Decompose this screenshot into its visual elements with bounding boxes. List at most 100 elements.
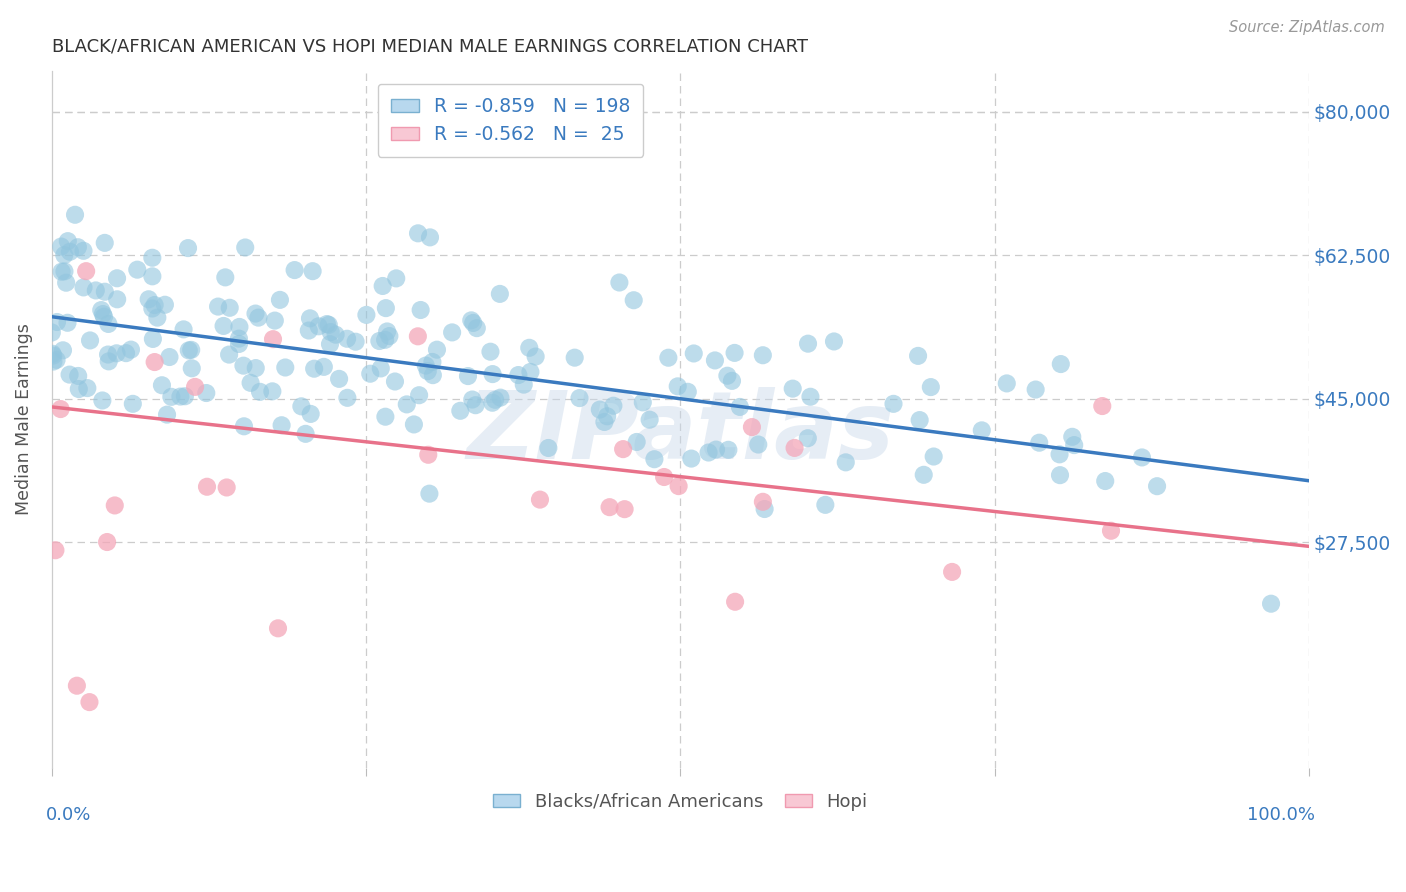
Point (55, 276, 77, 290)
Text: Source: ZipAtlas.com: Source: ZipAtlas.com (1229, 20, 1385, 35)
Point (1091, 399, 1114, 413)
Point (612, 442, 634, 456)
Point (325, 327, 347, 342)
Point (53, 248, 76, 262)
Point (58, 368, 80, 382)
Point (96, 535, 118, 549)
Point (912, 467, 935, 482)
Point (823, 334, 845, 349)
Point (657, 351, 679, 365)
Text: BLACK/AFRICAN AMERICAN VS HOPI MEDIAN MALE EARNINGS CORRELATION CHART: BLACK/AFRICAN AMERICAN VS HOPI MEDIAN MA… (52, 37, 808, 55)
Point (666, 379, 689, 393)
Point (63, 208, 86, 222)
Point (160, 390, 183, 404)
Point (93, 235, 115, 250)
Point (422, 355, 444, 369)
Point (754, 502, 776, 516)
Point (418, 486, 440, 500)
Point (294, 426, 316, 441)
Y-axis label: Median Male Earnings: Median Male Earnings (15, 323, 32, 516)
Point (374, 409, 396, 424)
Point (67, 368, 90, 383)
Point (402, 417, 425, 432)
Point (177, 241, 200, 255)
Point (174, 389, 197, 403)
Point (682, 346, 704, 360)
Point (218, 301, 240, 315)
Point (484, 392, 506, 407)
Point (115, 346, 138, 360)
Point (207, 300, 229, 314)
Point (783, 441, 806, 455)
Point (66, 679, 89, 693)
Point (489, 391, 512, 405)
Point (449, 404, 471, 418)
Point (262, 384, 284, 399)
Point (529, 492, 551, 507)
Point (195, 386, 218, 401)
Point (415, 359, 437, 373)
Point (180, 343, 202, 357)
Point (312, 359, 335, 374)
Point (697, 445, 720, 459)
Point (593, 415, 616, 429)
Point (395, 397, 418, 411)
Point (1099, 524, 1122, 538)
Point (150, 378, 173, 392)
Point (524, 350, 547, 364)
Point (56, 316, 79, 330)
Point (84, 284, 107, 298)
Point (212, 318, 235, 333)
Point (626, 434, 648, 449)
Point (422, 368, 444, 383)
Point (1049, 447, 1071, 461)
Point (371, 279, 394, 293)
Point (93, 310, 115, 324)
Point (336, 332, 359, 346)
Point (519, 365, 541, 379)
Point (262, 332, 284, 346)
Point (173, 322, 195, 336)
Point (741, 420, 763, 434)
Point (215, 481, 238, 495)
Point (49, 402, 72, 417)
Point (90, 303, 112, 318)
Point (301, 264, 323, 278)
Point (703, 353, 725, 368)
Point (970, 423, 993, 437)
Point (568, 391, 591, 405)
Point (378, 329, 401, 343)
Point (180, 361, 202, 376)
Point (228, 320, 250, 334)
Point (97, 347, 120, 361)
Point (120, 343, 142, 357)
Point (247, 310, 270, 325)
Point (941, 565, 963, 579)
Point (270, 418, 292, 433)
Point (302, 361, 325, 376)
Point (508, 368, 530, 382)
Point (121, 397, 143, 411)
Point (319, 325, 342, 339)
Point (681, 451, 703, 466)
Point (53, 264, 76, 278)
Point (44, 543, 66, 558)
Point (922, 450, 945, 464)
Point (127, 262, 149, 277)
Point (228, 332, 250, 346)
Point (67, 382, 90, 396)
Point (537, 441, 560, 455)
Point (274, 360, 297, 375)
Point (263, 313, 285, 327)
Point (142, 332, 165, 346)
Point (141, 269, 163, 284)
Point (596, 409, 619, 424)
Point (623, 293, 645, 308)
Point (72, 280, 94, 294)
Point (269, 293, 291, 307)
Point (721, 374, 744, 388)
Point (228, 337, 250, 351)
Point (59, 244, 82, 259)
Text: 0.0%: 0.0% (45, 806, 91, 824)
Point (995, 376, 1018, 391)
